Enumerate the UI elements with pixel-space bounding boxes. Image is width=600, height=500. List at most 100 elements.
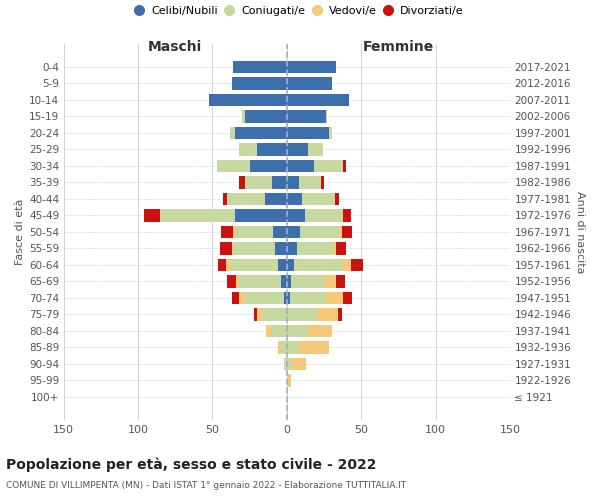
Text: Maschi: Maschi — [148, 40, 202, 54]
Bar — [300, 226, 339, 238]
Bar — [278, 258, 287, 271]
Bar — [308, 143, 323, 156]
Bar — [239, 292, 245, 304]
Bar — [220, 242, 232, 254]
Bar — [287, 94, 349, 106]
Bar — [317, 308, 338, 320]
Bar — [287, 176, 299, 188]
Bar — [235, 209, 287, 222]
Bar — [232, 292, 239, 304]
Bar — [287, 390, 289, 403]
Bar — [336, 275, 345, 287]
Bar — [274, 226, 287, 238]
Bar — [287, 308, 317, 320]
Bar — [266, 324, 272, 337]
Bar — [250, 160, 287, 172]
Bar — [227, 275, 236, 287]
Bar — [284, 358, 287, 370]
Bar — [308, 324, 332, 337]
Bar — [217, 160, 250, 172]
Bar — [272, 324, 287, 337]
Bar — [257, 308, 263, 320]
Bar — [287, 209, 305, 222]
Bar — [338, 308, 342, 320]
Bar — [245, 292, 284, 304]
Bar — [333, 242, 336, 254]
Bar — [230, 127, 235, 139]
Legend: Celibi/Nubili, Coniugati/e, Vedovi/e, Divorziati/e: Celibi/Nubili, Coniugati/e, Vedovi/e, Di… — [137, 6, 463, 16]
Bar — [287, 127, 329, 139]
Bar — [287, 192, 302, 205]
Bar — [287, 78, 332, 90]
Bar — [233, 242, 275, 254]
Bar — [329, 127, 332, 139]
Bar — [275, 242, 287, 254]
Bar — [342, 226, 352, 238]
Bar — [272, 176, 287, 188]
Bar — [287, 341, 299, 353]
Bar — [287, 374, 289, 386]
Bar — [233, 226, 235, 238]
Bar — [287, 226, 300, 238]
Bar — [299, 341, 329, 353]
Bar — [223, 192, 227, 205]
Bar — [227, 192, 265, 205]
Bar — [221, 226, 233, 238]
Bar — [342, 258, 351, 271]
Bar — [230, 258, 278, 271]
Bar — [284, 292, 287, 304]
Bar — [254, 308, 257, 320]
Bar — [278, 341, 281, 353]
Bar — [287, 324, 308, 337]
Bar — [233, 61, 287, 73]
Bar — [289, 374, 292, 386]
Bar — [336, 242, 346, 254]
Bar — [160, 209, 235, 222]
Bar — [287, 275, 292, 287]
Bar — [305, 209, 343, 222]
Bar — [298, 242, 333, 254]
Bar — [245, 110, 287, 122]
Bar — [232, 242, 233, 254]
Text: COMUNE DI VILLIMPENTA (MN) - Dati ISTAT 1° gennaio 2022 - Elaborazione TUTTITALI: COMUNE DI VILLIMPENTA (MN) - Dati ISTAT … — [6, 481, 406, 490]
Bar — [144, 209, 160, 222]
Bar — [245, 176, 272, 188]
Bar — [299, 176, 321, 188]
Bar — [339, 226, 342, 238]
Text: Femmine: Femmine — [363, 40, 434, 54]
Bar — [290, 292, 326, 304]
Bar — [239, 275, 281, 287]
Bar — [335, 192, 339, 205]
Bar — [218, 258, 226, 271]
Bar — [257, 143, 287, 156]
Bar — [209, 94, 287, 106]
Bar — [326, 292, 343, 304]
Bar — [292, 358, 306, 370]
Bar — [239, 143, 257, 156]
Bar — [326, 110, 327, 122]
Bar — [351, 258, 363, 271]
Bar — [343, 209, 351, 222]
Bar — [263, 308, 287, 320]
Bar — [235, 226, 274, 238]
Bar — [287, 61, 336, 73]
Bar — [302, 192, 335, 205]
Bar — [324, 275, 336, 287]
Bar — [235, 127, 287, 139]
Bar — [287, 143, 308, 156]
Bar — [242, 110, 245, 122]
Y-axis label: Fasce di età: Fasce di età — [15, 198, 25, 265]
Bar — [314, 160, 343, 172]
Y-axis label: Anni di nascita: Anni di nascita — [575, 190, 585, 273]
Bar — [321, 176, 324, 188]
Bar — [287, 110, 326, 122]
Bar — [281, 341, 287, 353]
Bar — [287, 292, 290, 304]
Bar — [343, 292, 352, 304]
Bar — [295, 258, 342, 271]
Text: Popolazione per età, sesso e stato civile - 2022: Popolazione per età, sesso e stato civil… — [6, 458, 377, 472]
Bar — [287, 258, 295, 271]
Bar — [287, 358, 292, 370]
Bar — [287, 242, 298, 254]
Bar — [239, 176, 245, 188]
